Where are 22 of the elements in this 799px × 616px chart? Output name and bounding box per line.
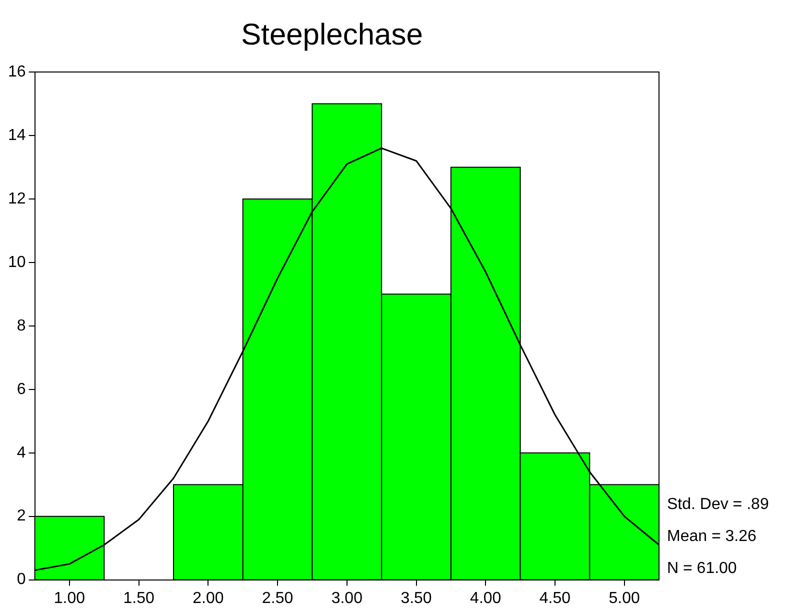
text: Mean = 3.26 bbox=[667, 528, 756, 546]
text: Std. Dev = .89 bbox=[667, 496, 769, 514]
y-tick-label: 10 bbox=[8, 254, 26, 271]
chart-title: Steeplechase bbox=[241, 18, 423, 52]
text: N = 61.00 bbox=[667, 560, 737, 578]
y-tick-label: 12 bbox=[8, 190, 26, 208]
y-tick-label: 6 bbox=[16, 380, 26, 398]
x-tick-label: 5.00 bbox=[608, 590, 640, 607]
x-tick-label: 1.50 bbox=[123, 590, 155, 607]
y-tick-label: 8 bbox=[16, 317, 26, 334]
y-tick-label: 0 bbox=[16, 571, 26, 588]
x-tick-label: 2.50 bbox=[262, 590, 294, 607]
x-tick-label: 2.00 bbox=[192, 590, 224, 607]
x-tick-label: 4.00 bbox=[470, 590, 502, 607]
x-tick-label: 4.50 bbox=[539, 590, 571, 607]
x-tick-label: 3.50 bbox=[400, 590, 432, 607]
x-tick-label: 1.00 bbox=[54, 590, 86, 607]
y-tick-label: 4 bbox=[16, 444, 26, 462]
x-tick-label: 3.00 bbox=[331, 590, 363, 607]
y-tick-label: 14 bbox=[8, 126, 26, 144]
y-tick-label: 2 bbox=[16, 508, 26, 525]
y-tick-label: 16 bbox=[8, 63, 26, 80]
